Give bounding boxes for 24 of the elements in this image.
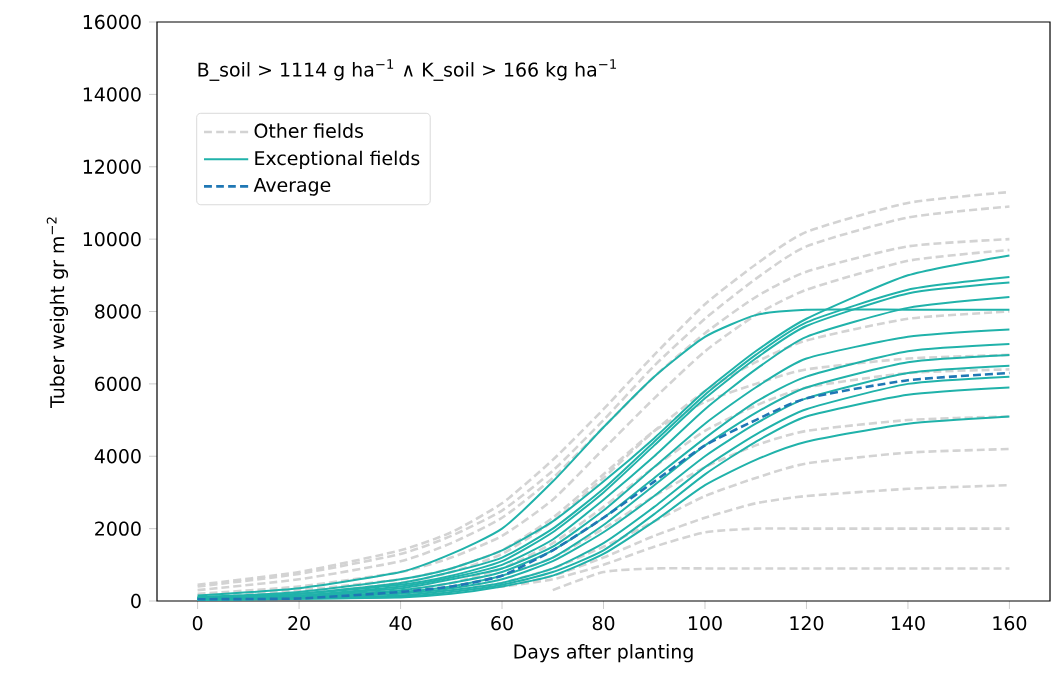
- x-tick-label: 40: [389, 616, 412, 631]
- x-tick-label: 120: [790, 616, 824, 631]
- annotation: B_soil > 1114 g ha$^{−1}$ ∧ K_soil > 166 kg ha$^{−1}$: [198, 59, 617, 81]
- legend-label: Other fields: [254, 123, 364, 138]
- x-tick-label: 140: [891, 616, 925, 631]
- y-tick-label: 0: [131, 593, 141, 609]
- y-tick-label: 16000: [83, 14, 141, 30]
- x-tick-label: 80: [592, 616, 615, 631]
- y-tick-label: 4000: [94, 449, 141, 464]
- x-tick-label: 160: [993, 616, 1027, 631]
- x-tick-label: 100: [689, 616, 722, 631]
- y-tick-label: 2000: [95, 521, 141, 536]
- legend-label: Average: [253, 177, 331, 196]
- x-tick-label: 20: [288, 616, 310, 631]
- y-tick-label: 8000: [95, 304, 141, 319]
- legend-label: Exceptional fields: [255, 150, 420, 169]
- y-tick-label: 14000: [83, 87, 141, 102]
- y-tick-label: 10000: [83, 231, 141, 247]
- x-tick-label: 0: [192, 616, 203, 631]
- x-tick-label: 60: [491, 616, 513, 631]
- x-axis-title: Days after planting: [514, 644, 693, 663]
- y-tick-label: 12000: [83, 159, 141, 174]
- y-tick-label: 6000: [95, 376, 141, 392]
- y-axis-title: Tuber weight gr m$^{−2}$: [46, 217, 69, 408]
